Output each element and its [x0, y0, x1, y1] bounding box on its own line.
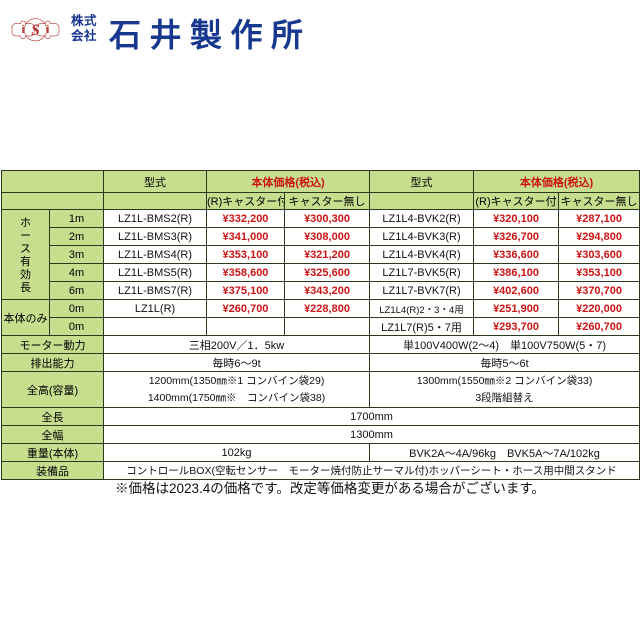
svg-text:i: i — [22, 24, 25, 36]
svg-text:S: S — [31, 22, 40, 39]
svg-text:i: i — [46, 24, 49, 36]
